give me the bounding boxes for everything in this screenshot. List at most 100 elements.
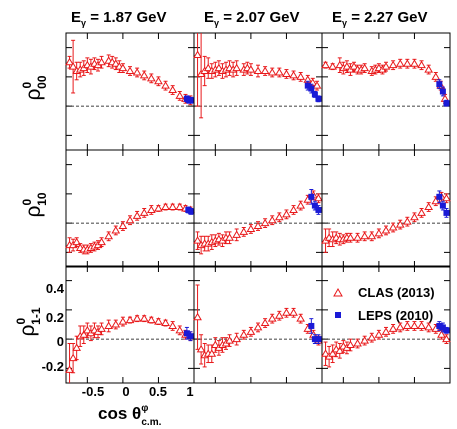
panel-frame xyxy=(321,32,451,151)
clas-point xyxy=(154,76,163,85)
clas-point xyxy=(139,70,149,79)
clas-point xyxy=(417,60,426,69)
clas-point xyxy=(442,193,451,202)
clas-point xyxy=(267,67,277,76)
clas-point xyxy=(353,339,362,347)
clas-point xyxy=(267,215,277,224)
clas-point xyxy=(161,81,170,89)
clas-point xyxy=(161,202,170,211)
leps-point xyxy=(443,100,450,107)
clas-point xyxy=(146,315,156,324)
clas-point xyxy=(381,225,391,234)
clas-point xyxy=(168,321,178,329)
clas-point xyxy=(431,72,441,80)
clas-point xyxy=(395,59,405,67)
x-tick-label: -0.5 xyxy=(82,384,104,399)
y-tick-label: 0 xyxy=(57,334,64,349)
clas-point xyxy=(210,340,220,348)
clas-point xyxy=(168,202,178,211)
svg-text:ρ010: ρ010 xyxy=(20,192,49,217)
panel-r0-c1 xyxy=(193,32,323,151)
clas-point xyxy=(246,65,256,73)
clas-point xyxy=(97,324,106,332)
clas-point xyxy=(296,72,306,80)
clas-point xyxy=(388,324,398,332)
leps-point xyxy=(315,206,322,213)
row-label-rho1-1: ρ01-1 xyxy=(14,307,43,336)
clas-point xyxy=(395,322,405,331)
clas-point xyxy=(175,202,185,211)
leps-point xyxy=(439,88,446,95)
clas-point xyxy=(289,205,298,213)
svg-text:ρ000: ρ000 xyxy=(20,75,49,100)
y-tick-label: 0.4 xyxy=(46,281,65,296)
panels xyxy=(65,32,451,384)
leps-point xyxy=(308,85,315,92)
clas-point xyxy=(374,330,384,338)
clas-point xyxy=(321,349,330,357)
panel-r0-c0 xyxy=(65,32,195,151)
leps-point xyxy=(308,322,315,329)
clas-point xyxy=(253,221,263,230)
clas-point xyxy=(282,69,291,77)
panel-r1-c0 xyxy=(65,149,195,268)
clas-point xyxy=(410,59,419,67)
clas-point xyxy=(246,224,256,232)
panel-r0-c2 xyxy=(321,32,451,151)
clas-point xyxy=(118,317,128,325)
panel-r1-c2 xyxy=(321,149,451,268)
clas-point xyxy=(274,311,284,319)
clas-point xyxy=(424,202,434,211)
x-tick-label: 0.5 xyxy=(149,384,167,399)
clas-point xyxy=(154,204,163,212)
clas-point xyxy=(97,237,106,246)
clas-point xyxy=(193,236,202,244)
clas-point xyxy=(410,321,419,329)
column-title-1: Eγ = 1.87 GeV xyxy=(71,9,167,28)
leps-point xyxy=(443,209,450,216)
clas-point xyxy=(154,317,163,325)
clas-point xyxy=(79,330,89,338)
clas-point xyxy=(424,65,434,73)
clas-point xyxy=(68,62,78,70)
clas-point xyxy=(225,233,234,241)
clas-point xyxy=(328,349,338,357)
clas-point xyxy=(72,343,82,351)
leps-point xyxy=(311,91,318,98)
clas-point xyxy=(239,330,249,338)
clas-point xyxy=(402,59,412,67)
clas-point xyxy=(146,205,156,213)
clas-point xyxy=(321,60,330,69)
panel-frame xyxy=(321,265,451,384)
leps-point xyxy=(308,193,315,200)
clas-point xyxy=(111,320,121,328)
clas-point xyxy=(437,330,446,338)
column-title-2: Eγ = 2.07 GeV xyxy=(204,9,300,28)
clas-point xyxy=(274,67,284,76)
clas-point xyxy=(118,221,128,230)
leps-point xyxy=(311,336,318,343)
clas-point xyxy=(232,230,242,238)
panel-r2-c0 xyxy=(65,265,195,384)
clas-point xyxy=(175,325,185,334)
clas-point xyxy=(282,209,291,218)
leps-point xyxy=(187,333,194,340)
clas-point xyxy=(335,60,345,69)
svg-text:ρ01-1: ρ01-1 xyxy=(14,307,43,336)
clas-point xyxy=(193,50,202,58)
clas-point xyxy=(417,321,426,329)
leps-point xyxy=(304,82,311,89)
clas-point xyxy=(253,322,263,331)
clas-point xyxy=(282,308,291,316)
leps-point xyxy=(439,324,446,331)
leps-point xyxy=(188,97,195,104)
clas-point xyxy=(381,62,391,70)
clas-point xyxy=(232,63,242,72)
clas-point xyxy=(417,208,426,216)
leps-point xyxy=(315,336,322,343)
clas-point xyxy=(349,62,359,70)
leps-point xyxy=(439,202,446,209)
legend-marker-leps xyxy=(335,312,341,318)
clas-point xyxy=(65,57,74,66)
